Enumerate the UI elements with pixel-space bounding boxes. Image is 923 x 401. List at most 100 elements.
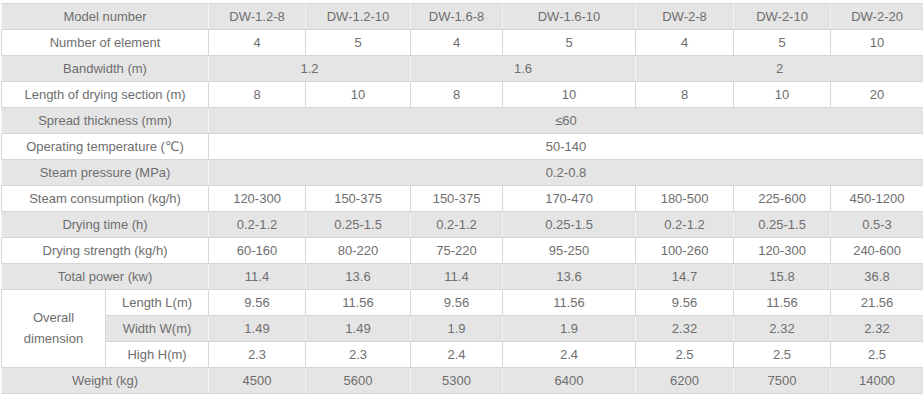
value-cell: 6400	[503, 368, 636, 394]
value-cell: 1.49	[306, 316, 411, 342]
value-cell: 75-220	[411, 238, 503, 264]
value-cell: 0.25-1.5	[306, 212, 411, 238]
model-cell: DW-2-8	[636, 4, 734, 30]
model-cell: DW-1.6-10	[503, 4, 636, 30]
value-cell: 0.2-1.2	[636, 212, 734, 238]
value-cell: 1.6	[411, 56, 636, 82]
value-cell: 20	[831, 82, 923, 108]
value-cell: 150-375	[411, 186, 503, 212]
value-cell: 0.2-1.2	[209, 212, 306, 238]
value-cell: 120-300	[734, 238, 831, 264]
table-row-spread-thickness: Spread thickness (mm) ≤60	[2, 108, 923, 134]
value-cell: 1.9	[411, 316, 503, 342]
value-cell: 13.6	[503, 264, 636, 290]
value-cell: 60-160	[209, 238, 306, 264]
value-cell: 11.56	[306, 290, 411, 316]
value-cell: 5	[503, 30, 636, 56]
table-row-steam-pressure: Steam pressure (MPa) 0.2-0.8	[2, 160, 923, 186]
value-cell: 2.32	[831, 316, 923, 342]
table-row-total-power: Total power (kw) 11.4 13.6 11.4 13.6 14.…	[2, 264, 923, 290]
value-cell: 15.8	[734, 264, 831, 290]
row-label: Operating temperature (℃)	[2, 134, 209, 160]
model-cell: DW-2-10	[734, 4, 831, 30]
model-cell: DW-1.2-10	[306, 4, 411, 30]
value-cell: ≤60	[209, 108, 923, 134]
value-cell: 10	[831, 30, 923, 56]
value-cell: 0.2-1.2	[411, 212, 503, 238]
value-cell: 2.4	[411, 342, 503, 368]
value-cell: 2.32	[636, 316, 734, 342]
value-cell: 8	[636, 82, 734, 108]
table-row-model-number: Model number DW-1.2-8 DW-1.2-10 DW-1.6-8…	[2, 4, 923, 30]
value-cell: 8	[411, 82, 503, 108]
sub-row-label: Length L(m)	[106, 290, 209, 316]
value-cell: 170-470	[503, 186, 636, 212]
value-cell: 11.56	[503, 290, 636, 316]
value-cell: 21.56	[831, 290, 923, 316]
row-label: Steam pressure (MPa)	[2, 160, 209, 186]
value-cell: 9.56	[636, 290, 734, 316]
value-cell: 5	[734, 30, 831, 56]
model-cell: DW-1.6-8	[411, 4, 503, 30]
model-cell: DW-2-20	[831, 4, 923, 30]
value-cell: 4	[209, 30, 306, 56]
table-row-weight: Weight (kg) 4500 5600 5300 6400 6200 750…	[2, 368, 923, 394]
table-row-length-l: Overall dimension Length L(m) 9.56 11.56…	[2, 290, 923, 316]
table-row-drying-time: Drying time (h) 0.2-1.2 0.25-1.5 0.2-1.2…	[2, 212, 923, 238]
value-cell: 2.5	[636, 342, 734, 368]
value-cell: 4	[636, 30, 734, 56]
value-cell: 2.3	[306, 342, 411, 368]
table-row-bandwidth: Bandwidth (m) 1.2 1.6 2	[2, 56, 923, 82]
value-cell: 10	[503, 82, 636, 108]
value-cell: 225-600	[734, 186, 831, 212]
value-cell: 2.3	[209, 342, 306, 368]
value-cell: 120-300	[209, 186, 306, 212]
row-label: Steam consumption (kg/h)	[2, 186, 209, 212]
value-cell: 450-1200	[831, 186, 923, 212]
row-label: Drying strength (kg/h)	[2, 238, 209, 264]
value-cell: 8	[209, 82, 306, 108]
row-label: Spread thickness (mm)	[2, 108, 209, 134]
value-cell: 14.7	[636, 264, 734, 290]
value-cell: 1.9	[503, 316, 636, 342]
value-cell: 13.6	[306, 264, 411, 290]
model-cell: DW-1.2-8	[209, 4, 306, 30]
table-row-operating-temperature: Operating temperature (℃) 50-140	[2, 134, 923, 160]
sub-row-label: Width W(m)	[106, 316, 209, 342]
value-cell: 10	[306, 82, 411, 108]
value-cell: 4	[411, 30, 503, 56]
value-cell: 2.5	[734, 342, 831, 368]
value-cell: 80-220	[306, 238, 411, 264]
value-cell: 4500	[209, 368, 306, 394]
value-cell: 50-140	[209, 134, 923, 160]
value-cell: 0.2-0.8	[209, 160, 923, 186]
value-cell: 5300	[411, 368, 503, 394]
table-row-number-of-element: Number of element 4 5 4 5 4 5 10	[2, 30, 923, 56]
value-cell: 5	[306, 30, 411, 56]
value-cell: 1.2	[209, 56, 411, 82]
row-label: Weight (kg)	[2, 368, 209, 394]
value-cell: 2	[636, 56, 923, 82]
value-cell: 0.25-1.5	[734, 212, 831, 238]
row-label: Drying time (h)	[2, 212, 209, 238]
table-row-drying-strength: Drying strength (kg/h) 60-160 80-220 75-…	[2, 238, 923, 264]
table-row-width-w: Width W(m) 1.49 1.49 1.9 1.9 2.32 2.32 2…	[2, 316, 923, 342]
value-cell: 180-500	[636, 186, 734, 212]
value-cell: 100-260	[636, 238, 734, 264]
value-cell: 36.8	[831, 264, 923, 290]
product-spec-table: Model number DW-1.2-8 DW-1.2-10 DW-1.6-8…	[1, 3, 923, 394]
value-cell: 6200	[636, 368, 734, 394]
value-cell: 9.56	[411, 290, 503, 316]
table-row-length-of-drying-section: Length of drying section (m) 8 10 8 10 8…	[2, 82, 923, 108]
value-cell: 1.49	[209, 316, 306, 342]
sub-row-label: High H(m)	[106, 342, 209, 368]
value-cell: 11.4	[209, 264, 306, 290]
value-cell: 2.4	[503, 342, 636, 368]
value-cell: 14000	[831, 368, 923, 394]
value-cell: 11.56	[734, 290, 831, 316]
value-cell: 0.5-3	[831, 212, 923, 238]
value-cell: 95-250	[503, 238, 636, 264]
row-label: Length of drying section (m)	[2, 82, 209, 108]
value-cell: 10	[734, 82, 831, 108]
row-label: Number of element	[2, 30, 209, 56]
